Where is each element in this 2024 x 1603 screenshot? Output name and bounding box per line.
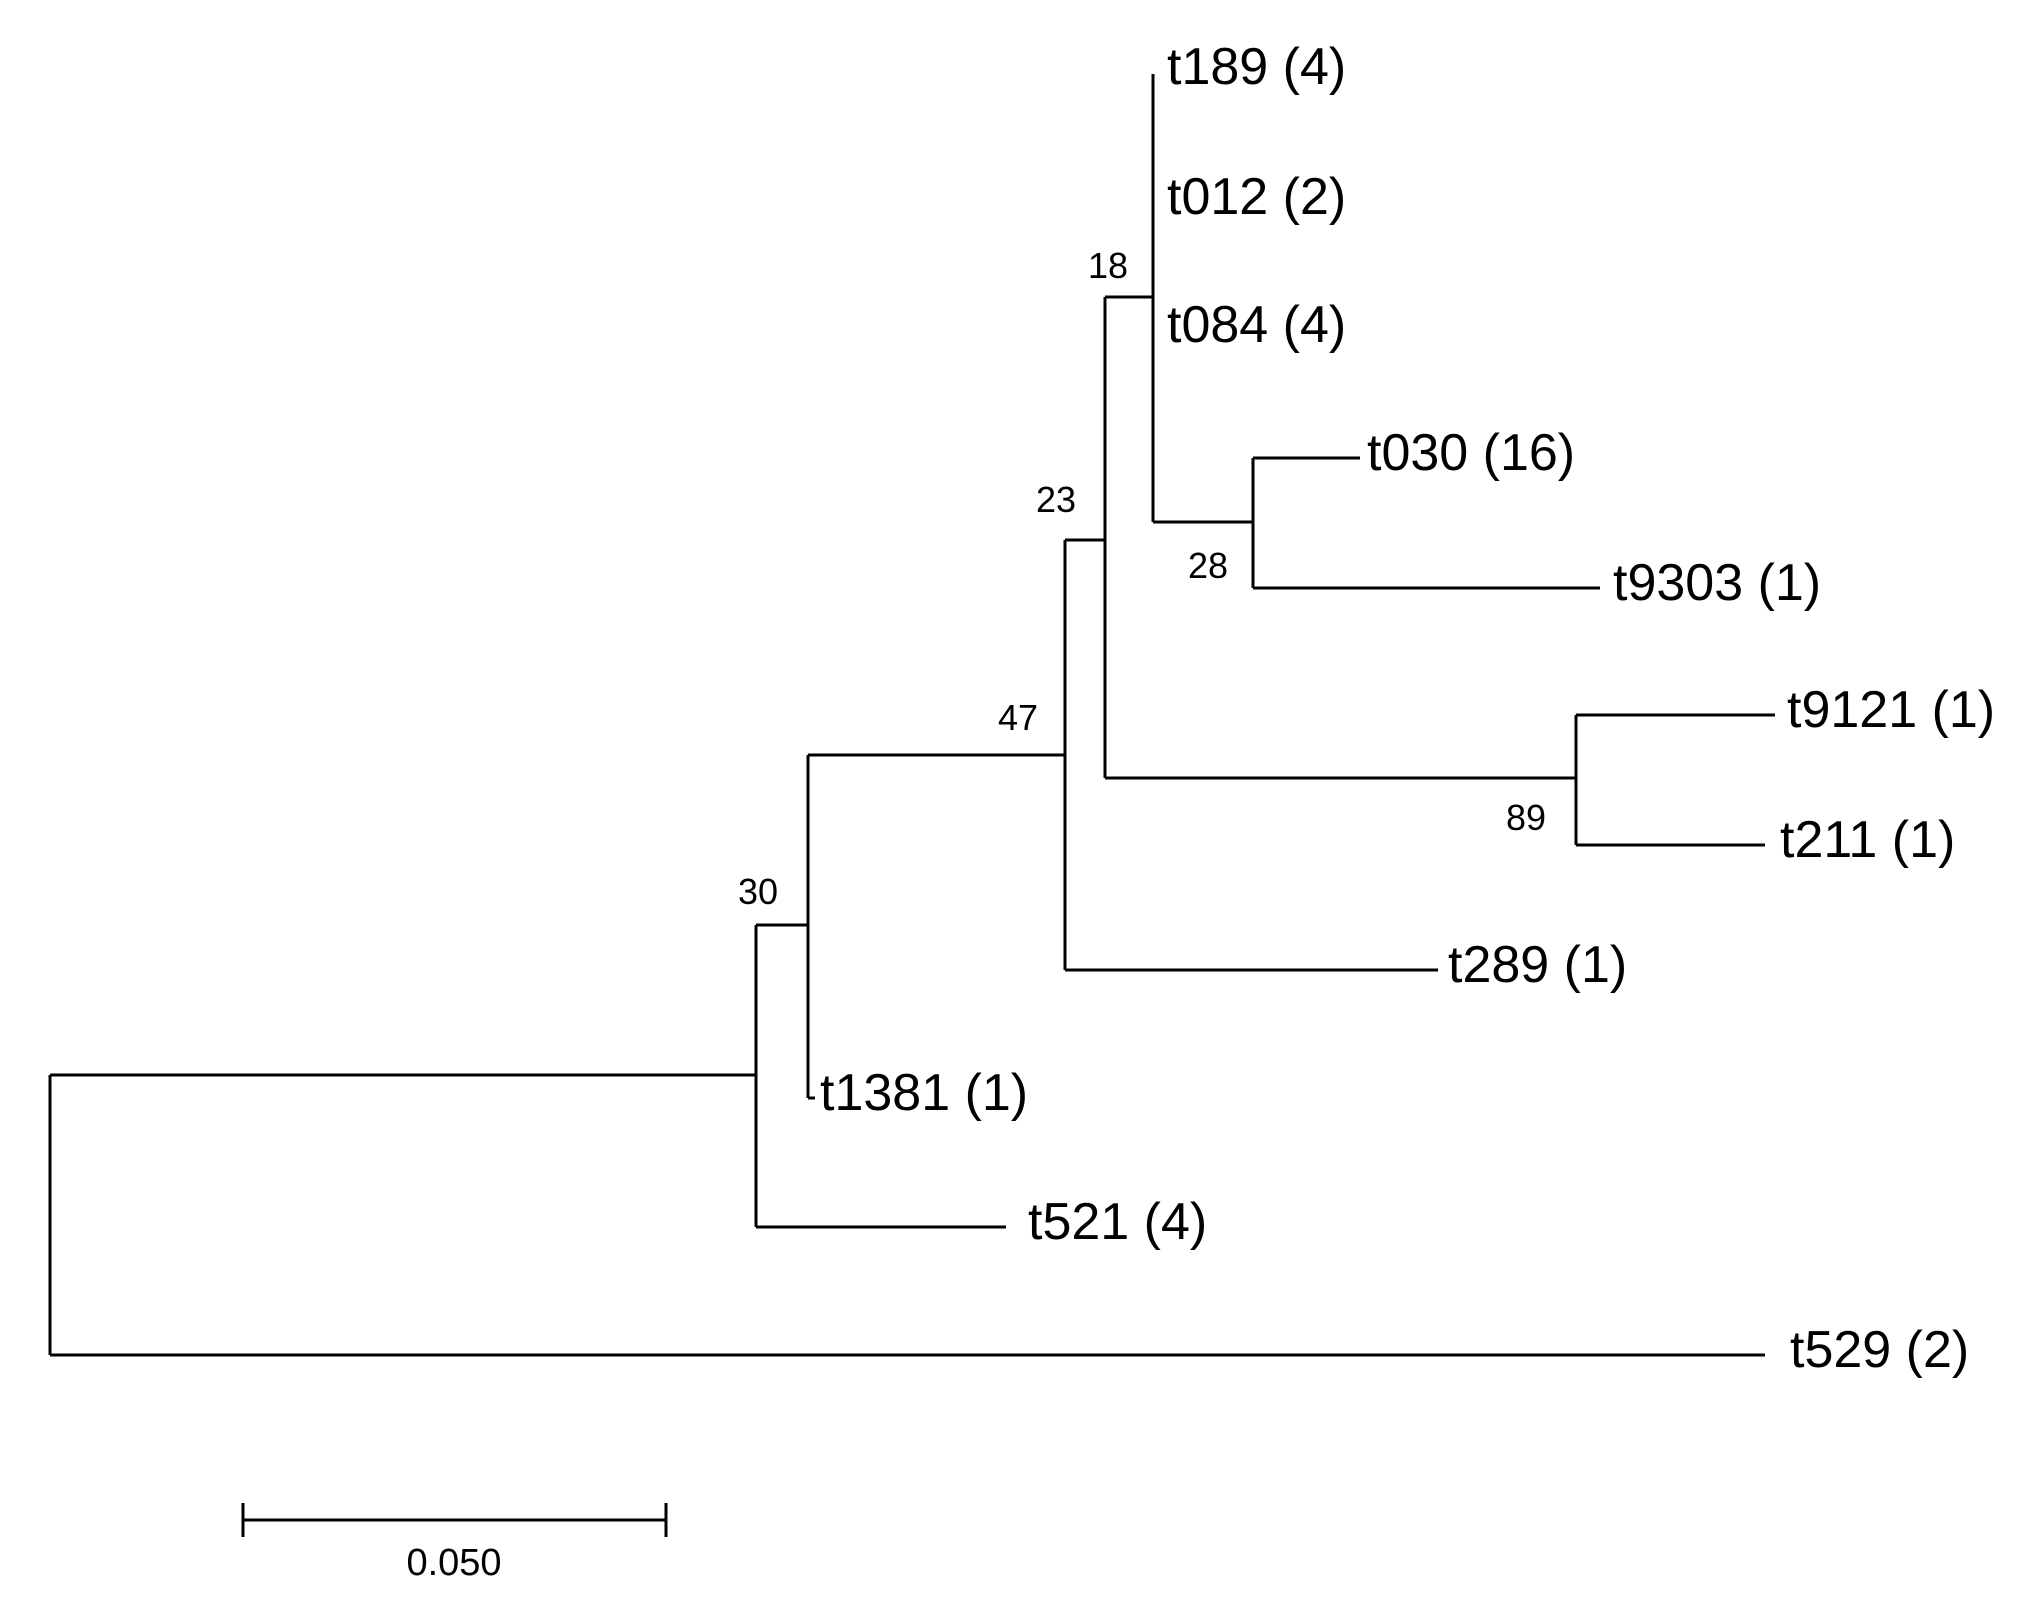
leaf-label-t189: t189 (4) xyxy=(1167,38,1346,96)
leaf-label-t9303: t9303 (1) xyxy=(1613,554,1821,612)
support-value-18: 18 xyxy=(1088,245,1128,286)
leaf-label-t012: t012 (2) xyxy=(1167,168,1346,226)
support-value-23: 23 xyxy=(1036,479,1076,520)
scale-bar-label: 0.050 xyxy=(406,1542,501,1584)
leaf-label-t521: t521 (4) xyxy=(1028,1193,1207,1251)
support-value-30: 30 xyxy=(738,871,778,912)
leaf-label-t1381: t1381 (1) xyxy=(820,1064,1028,1122)
leaf-label-t9121: t9121 (1) xyxy=(1787,681,1995,739)
support-value-28: 28 xyxy=(1188,545,1228,586)
leaf-label-t289: t289 (1) xyxy=(1448,936,1627,994)
leaf-label-t084: t084 (4) xyxy=(1167,296,1346,354)
scale-bar: 0.050 xyxy=(241,1503,668,1584)
leaf-label-t211: t211 (1) xyxy=(1780,811,1955,869)
leaf-label-t030: t030 (16) xyxy=(1367,424,1575,482)
leaf-label-t529: t529 (2) xyxy=(1790,1321,1969,1379)
support-value-89: 89 xyxy=(1506,797,1546,838)
support-value-47: 47 xyxy=(998,697,1038,738)
